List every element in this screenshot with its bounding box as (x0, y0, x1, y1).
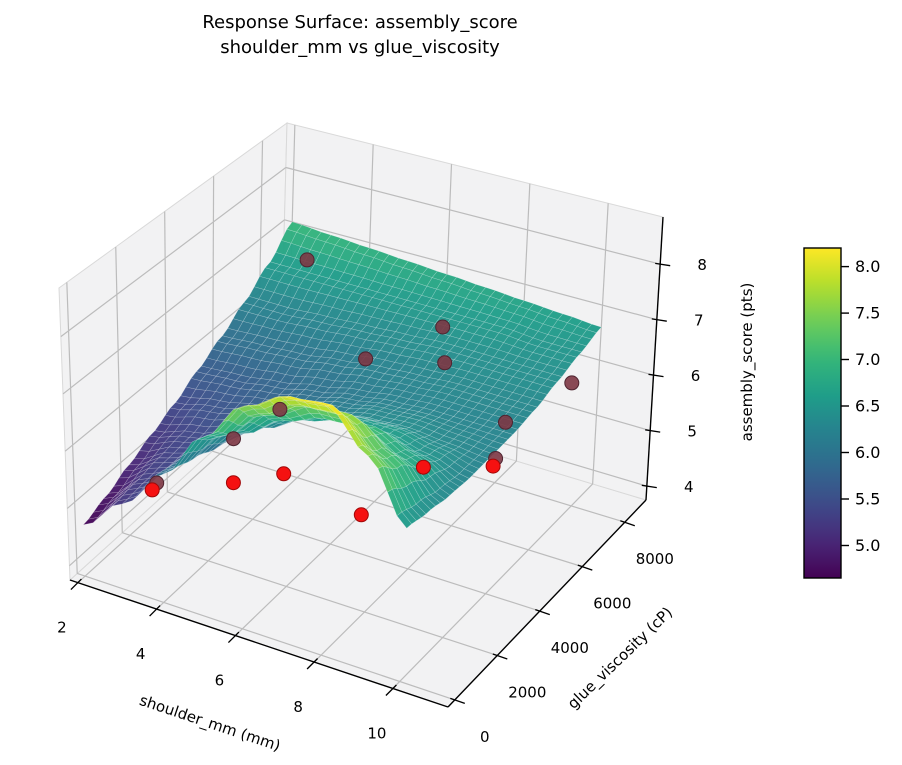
colorbar-tick-label: 7.0 (855, 350, 880, 369)
y-tick-label: 2000 (508, 684, 546, 702)
z-tick-label: 7 (694, 312, 704, 330)
scatter-point-dim (226, 431, 241, 447)
tick-labels: 2 4 6 8 10 0 2000 4000 6000 8000 4 5 6 7 8 (57, 256, 707, 746)
colorbar-tick-label: 6.5 (855, 397, 880, 416)
y-tick-label: 6000 (593, 595, 631, 613)
y-tick-label: 4000 (551, 639, 589, 657)
colorbar-tick-label: 7.5 (855, 304, 880, 323)
x-tick-label: 6 (215, 672, 225, 690)
scatter-point-dim (272, 401, 288, 417)
x-tick-label: 4 (136, 645, 146, 663)
colorbar-tick-label: 5.5 (855, 490, 880, 509)
tick-marks (70, 262, 671, 705)
z-axis-label: assembly_score (pts) (738, 282, 756, 442)
scatter-point (225, 475, 241, 491)
scatter-point-dim (435, 319, 451, 335)
chart-title: Response Surface: assembly_score shoulde… (0, 10, 720, 60)
x-tick-label: 10 (367, 725, 386, 743)
z-tick-label: 6 (691, 367, 701, 385)
y-tick-label: 8000 (636, 550, 674, 568)
scatter-point-dim (564, 375, 580, 391)
colorbar: 5.0 5.5 6.0 6.5 7.0 7.5 8.0 (803, 247, 880, 579)
scatter-point (415, 459, 431, 475)
colorbar-tick-label: 5.0 (855, 536, 880, 555)
scatter-point-dim (498, 414, 513, 430)
y-tick-label: 0 (480, 728, 490, 746)
scatter-point (353, 507, 369, 523)
scatter-point-dim (437, 355, 453, 371)
scatter-point (485, 458, 501, 474)
scatter-point-dim (358, 351, 374, 367)
colorbar-tick-label: 8.0 (855, 257, 880, 276)
scatter-point-dim (299, 252, 315, 268)
chart-title-line1: Response Surface: assembly_score (202, 12, 518, 33)
x-tick-label: 8 (293, 698, 303, 716)
x-tick-label: 2 (57, 619, 67, 637)
colorbar-gradient (803, 247, 842, 579)
z-tick-label: 4 (684, 478, 694, 496)
z-tick-label: 5 (687, 423, 697, 441)
colorbar-tick-label: 6.0 (855, 443, 880, 462)
chart-title-line2: shoulder_mm vs glue_viscosity (220, 37, 500, 58)
scatter-point (144, 482, 160, 498)
z-tick-label: 8 (697, 256, 707, 274)
scatter-point (276, 466, 292, 482)
scatter-points (144, 252, 580, 523)
